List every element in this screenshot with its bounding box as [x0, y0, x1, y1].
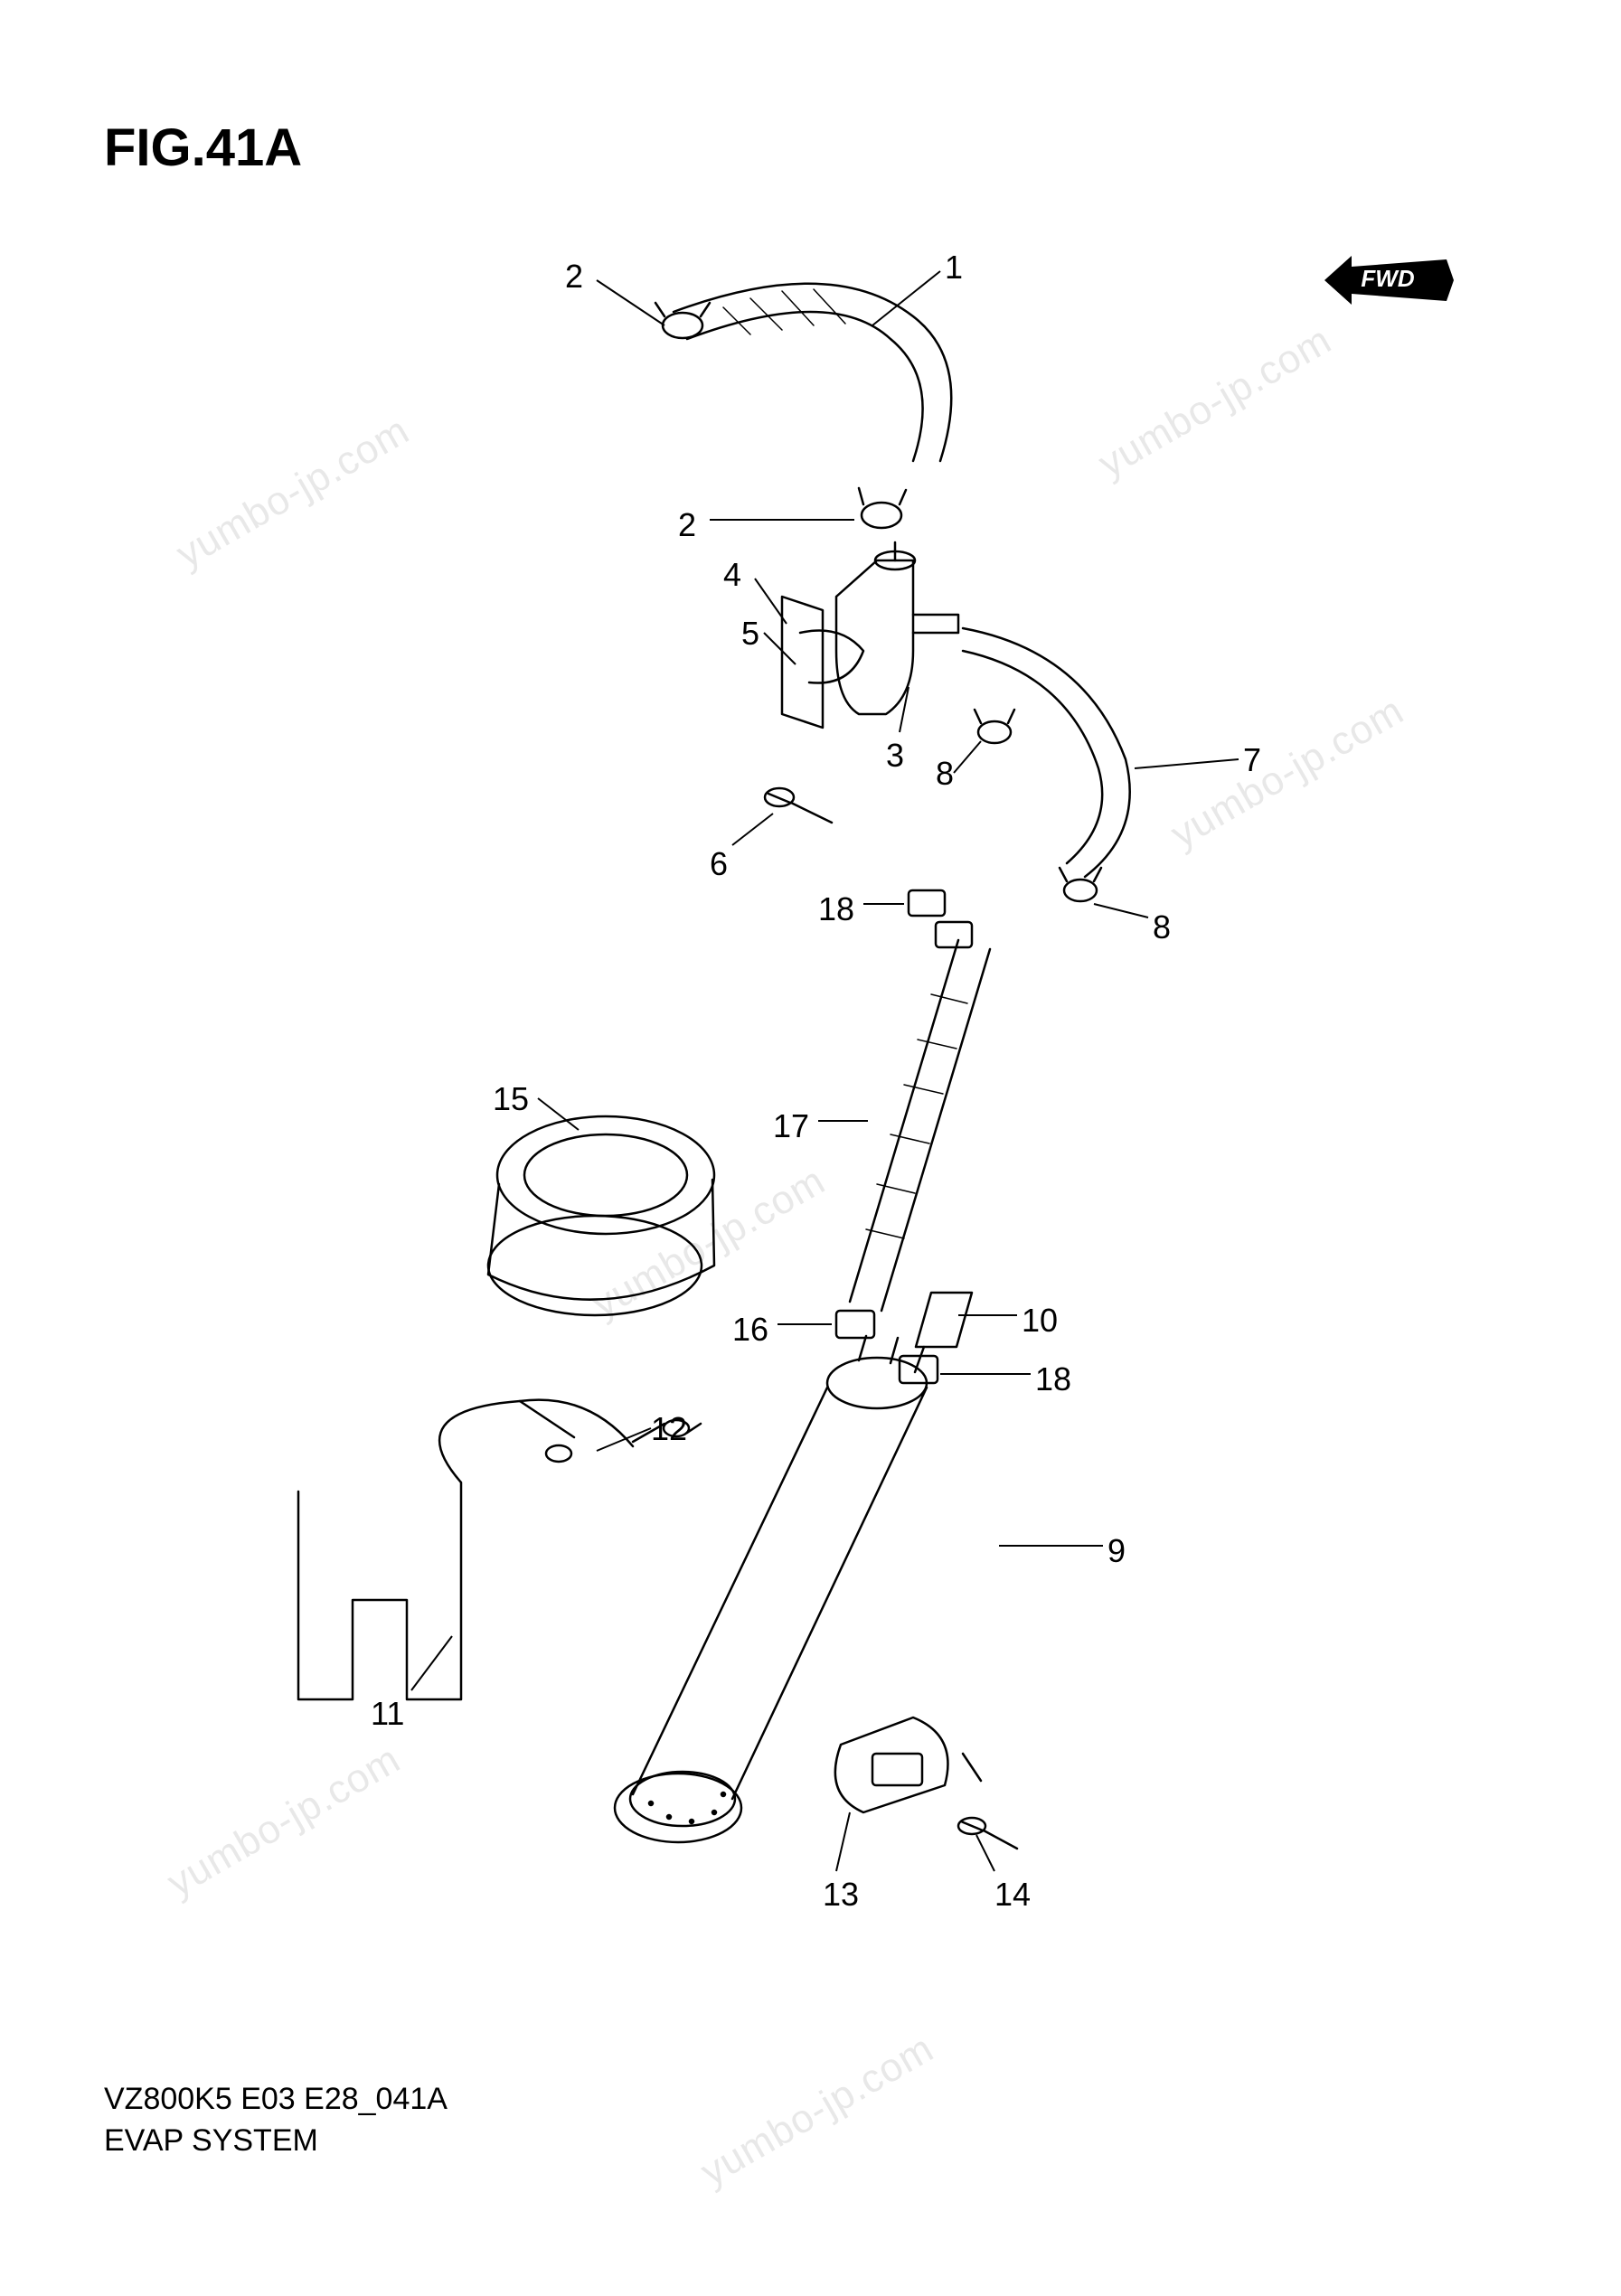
callout-4: 4: [723, 556, 741, 594]
callout-2: 2: [565, 258, 583, 296]
callout-8: 8: [1153, 908, 1171, 946]
exploded-diagram: [0, 0, 1621, 2296]
callout-13: 13: [823, 1876, 859, 1914]
callout-12: 12: [651, 1410, 687, 1448]
callout-16: 16: [732, 1311, 768, 1349]
callout-2: 2: [678, 506, 696, 544]
callout-5: 5: [741, 615, 759, 653]
callout-10: 10: [1022, 1302, 1058, 1340]
caption-line2: EVAP SYSTEM: [104, 2121, 448, 2162]
callout-6: 6: [710, 845, 728, 883]
callout-9: 9: [1107, 1532, 1126, 1570]
callout-18: 18: [1035, 1360, 1071, 1398]
callout-11: 11: [371, 1695, 404, 1733]
callout-17: 17: [773, 1107, 809, 1145]
callout-15: 15: [493, 1080, 529, 1118]
callout-3: 3: [886, 737, 904, 775]
caption-line1: VZ800K5 E03 E28_041A: [104, 2079, 448, 2121]
callout-14: 14: [994, 1876, 1031, 1914]
callout-1: 1: [945, 249, 963, 287]
callout-8: 8: [936, 755, 954, 793]
callout-18: 18: [818, 890, 854, 928]
callout-7: 7: [1243, 741, 1261, 779]
caption-block: VZ800K5 E03 E28_041A EVAP SYSTEM: [104, 2079, 448, 2162]
